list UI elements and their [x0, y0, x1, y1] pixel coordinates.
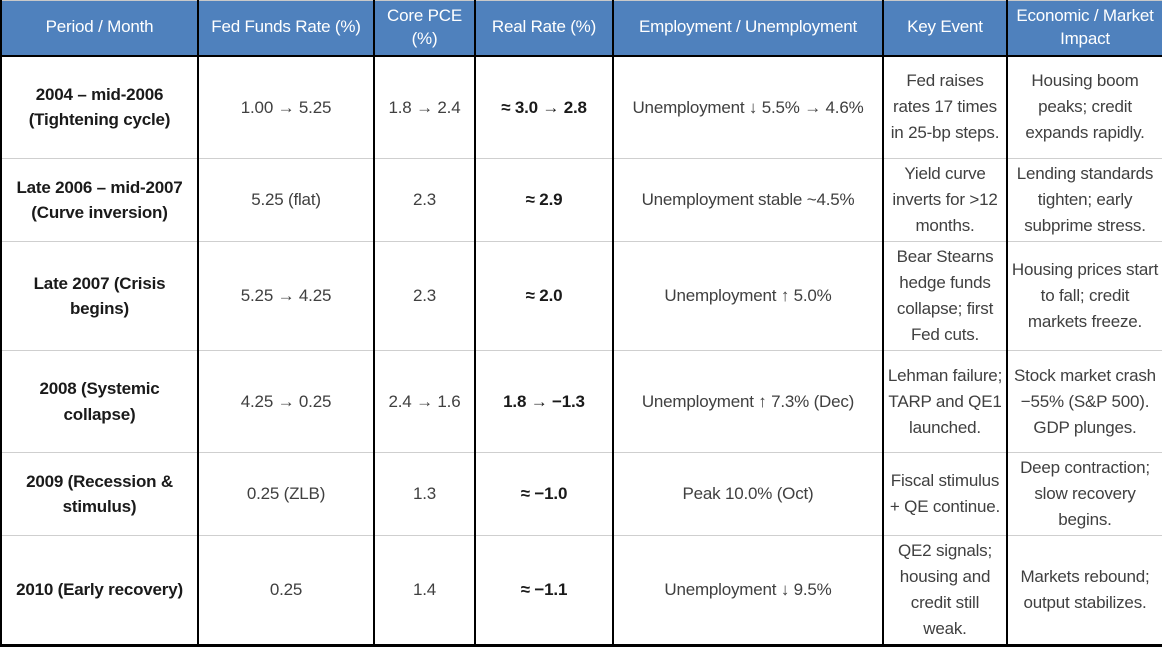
table-row: Late 2007 (Crisis begins) 5.25 → 4.25 2.…	[0, 241, 1162, 351]
cell-employment: Unemployment stable ~4.5%	[612, 158, 884, 242]
cell-real-rate: ≈ −1.0	[474, 452, 614, 536]
cell-impact: Deep contraction; slow recovery begins.	[1006, 452, 1162, 536]
cell-employment: Unemployment ↑ 7.3% (Dec)	[612, 350, 884, 453]
cell-fed-funds-rate: 0.25 (ZLB)	[197, 452, 375, 536]
cell-fed-funds-rate: 0.25	[197, 535, 375, 646]
cell-period: Late 2007 (Crisis begins)	[0, 241, 199, 351]
cell-real-rate: ≈ 3.0 → 2.8	[474, 55, 614, 159]
cell-impact: Lending standards tighten; early subprim…	[1006, 158, 1162, 242]
cell-impact: Housing prices start to fall; credit mar…	[1006, 241, 1162, 351]
table-row: 2010 (Early recovery) 0.25 1.4 ≈ −1.1 Un…	[0, 535, 1162, 646]
cell-impact: Markets rebound; output stabilizes.	[1006, 535, 1162, 646]
cell-fed-funds-rate: 5.25 (flat)	[197, 158, 375, 242]
cell-period: 2004 – mid-2006 (Tightening cycle)	[0, 55, 199, 159]
column-header-core-pce: Core PCE (%)	[373, 0, 476, 57]
cell-employment: Unemployment ↓ 5.5% → 4.6%	[612, 55, 884, 159]
table-row: Late 2006 – mid-2007 (Curve inversion) 5…	[0, 158, 1162, 242]
cell-core-pce: 2.3	[373, 158, 476, 242]
cell-impact: Housing boom peaks; credit expands rapid…	[1006, 55, 1162, 159]
table-row: 2004 – mid-2006 (Tightening cycle) 1.00 …	[0, 55, 1162, 159]
cell-core-pce: 2.4 → 1.6	[373, 350, 476, 453]
cell-employment: Unemployment ↓ 9.5%	[612, 535, 884, 646]
cell-real-rate: ≈ −1.1	[474, 535, 614, 646]
cell-key-event: QE2 signals; housing and credit still we…	[882, 535, 1008, 646]
column-header-real-rate: Real Rate (%)	[474, 0, 614, 57]
cell-core-pce: 1.3	[373, 452, 476, 536]
cell-core-pce: 2.3	[373, 241, 476, 351]
cell-period: 2010 (Early recovery)	[0, 535, 199, 646]
cell-fed-funds-rate: 1.00 → 5.25	[197, 55, 375, 159]
cell-impact: Stock market crash −55% (S&P 500). GDP p…	[1006, 350, 1162, 453]
cell-real-rate: ≈ 2.9	[474, 158, 614, 242]
column-header-key-event: Key Event	[882, 0, 1008, 57]
cell-key-event: Yield curve inverts for >12 months.	[882, 158, 1008, 242]
cell-fed-funds-rate: 5.25 → 4.25	[197, 241, 375, 351]
cell-employment: Unemployment ↑ 5.0%	[612, 241, 884, 351]
column-header-employment-unemployment: Employment / Unemployment	[612, 0, 884, 57]
table-header-row: Period / Month Fed Funds Rate (%) Core P…	[0, 0, 1162, 57]
cell-key-event: Lehman failure; TARP and QE1 launched.	[882, 350, 1008, 453]
table-row: 2009 (Recession & stimulus) 0.25 (ZLB) 1…	[0, 452, 1162, 536]
cell-period: 2008 (Systemic collapse)	[0, 350, 199, 453]
cell-period: Late 2006 – mid-2007 (Curve inversion)	[0, 158, 199, 242]
column-header-economic-market-impact: Economic / Market Impact	[1006, 0, 1162, 57]
column-header-period-month: Period / Month	[0, 0, 199, 57]
cell-fed-funds-rate: 4.25 → 0.25	[197, 350, 375, 453]
column-header-fed-funds-rate: Fed Funds Rate (%)	[197, 0, 375, 57]
cell-key-event: Fiscal stimulus + QE continue.	[882, 452, 1008, 536]
cell-key-event: Bear Stearns hedge funds collapse; first…	[882, 241, 1008, 351]
cell-period: 2009 (Recession & stimulus)	[0, 452, 199, 536]
cell-core-pce: 1.8 → 2.4	[373, 55, 476, 159]
cell-core-pce: 1.4	[373, 535, 476, 646]
cell-real-rate: 1.8 → −1.3	[474, 350, 614, 453]
cell-key-event: Fed raises rates 17 times in 25-bp steps…	[882, 55, 1008, 159]
cell-real-rate: ≈ 2.0	[474, 241, 614, 351]
table-row: 2008 (Systemic collapse) 4.25 → 0.25 2.4…	[0, 350, 1162, 453]
cell-employment: Peak 10.0% (Oct)	[612, 452, 884, 536]
